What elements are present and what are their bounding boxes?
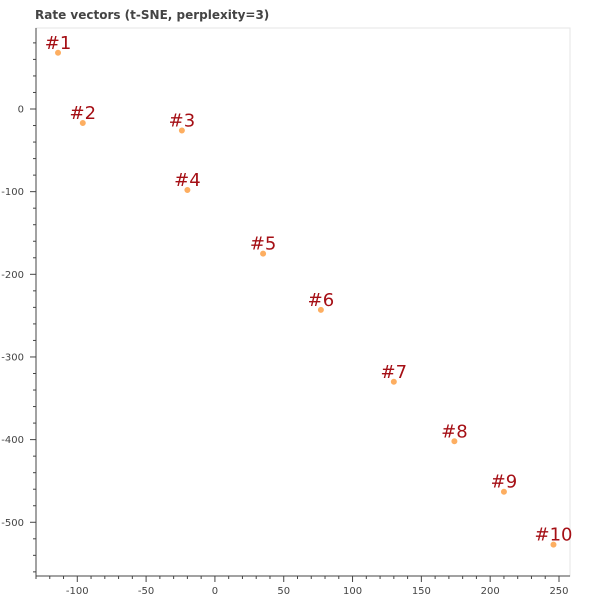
x-tick-label: 100 xyxy=(343,586,362,597)
x-tick-label: -50 xyxy=(138,586,154,597)
scatter-point xyxy=(451,438,458,445)
x-tick-label: 50 xyxy=(277,586,290,597)
x-tick-label: 250 xyxy=(549,586,568,597)
scatter-point xyxy=(260,250,267,257)
plot-frame xyxy=(35,27,571,577)
y-tick-label: -300 xyxy=(1,352,24,363)
scatter-point xyxy=(390,378,397,385)
y-tick-label: -400 xyxy=(1,435,24,446)
axes: -100 -50 0 50 100 150 200 2500-100-200-300-400-… xyxy=(1,28,570,597)
x-tick-label: 200 xyxy=(481,586,500,597)
y-tick-label: -100 xyxy=(1,187,24,198)
point-label: #6 xyxy=(308,290,335,311)
point-label: #1 xyxy=(45,33,72,54)
x-tick-label: 150 xyxy=(412,586,431,597)
data-marks: #1 #2 #3 #4 #5 #6 #7 #8 #9 #10 xyxy=(45,33,572,548)
scatter-point xyxy=(55,49,62,56)
point-label: #4 xyxy=(174,170,201,191)
point-label: #8 xyxy=(441,421,468,442)
x-tick-label: -100 xyxy=(66,586,89,597)
y-tick-label: 0 xyxy=(18,105,24,116)
scatter-point xyxy=(184,187,191,194)
y-tick-label: -500 xyxy=(1,518,24,529)
point-label: #5 xyxy=(250,234,277,255)
point-label: #9 xyxy=(491,472,518,493)
x-tick-label: 0 xyxy=(212,586,218,597)
point-label: #10 xyxy=(534,525,572,546)
scatter-point xyxy=(79,120,86,127)
point-label: #2 xyxy=(70,103,97,124)
y-tick-label: -200 xyxy=(1,270,24,281)
point-label: #3 xyxy=(169,110,196,131)
chart-title: Rate vectors (t-SNE, perplexity=3) xyxy=(35,8,270,22)
scatter-point xyxy=(178,127,185,134)
point-label: #7 xyxy=(381,362,408,383)
scatter-point xyxy=(500,488,507,495)
scatter-point xyxy=(317,306,324,313)
scatter-point xyxy=(550,541,557,548)
